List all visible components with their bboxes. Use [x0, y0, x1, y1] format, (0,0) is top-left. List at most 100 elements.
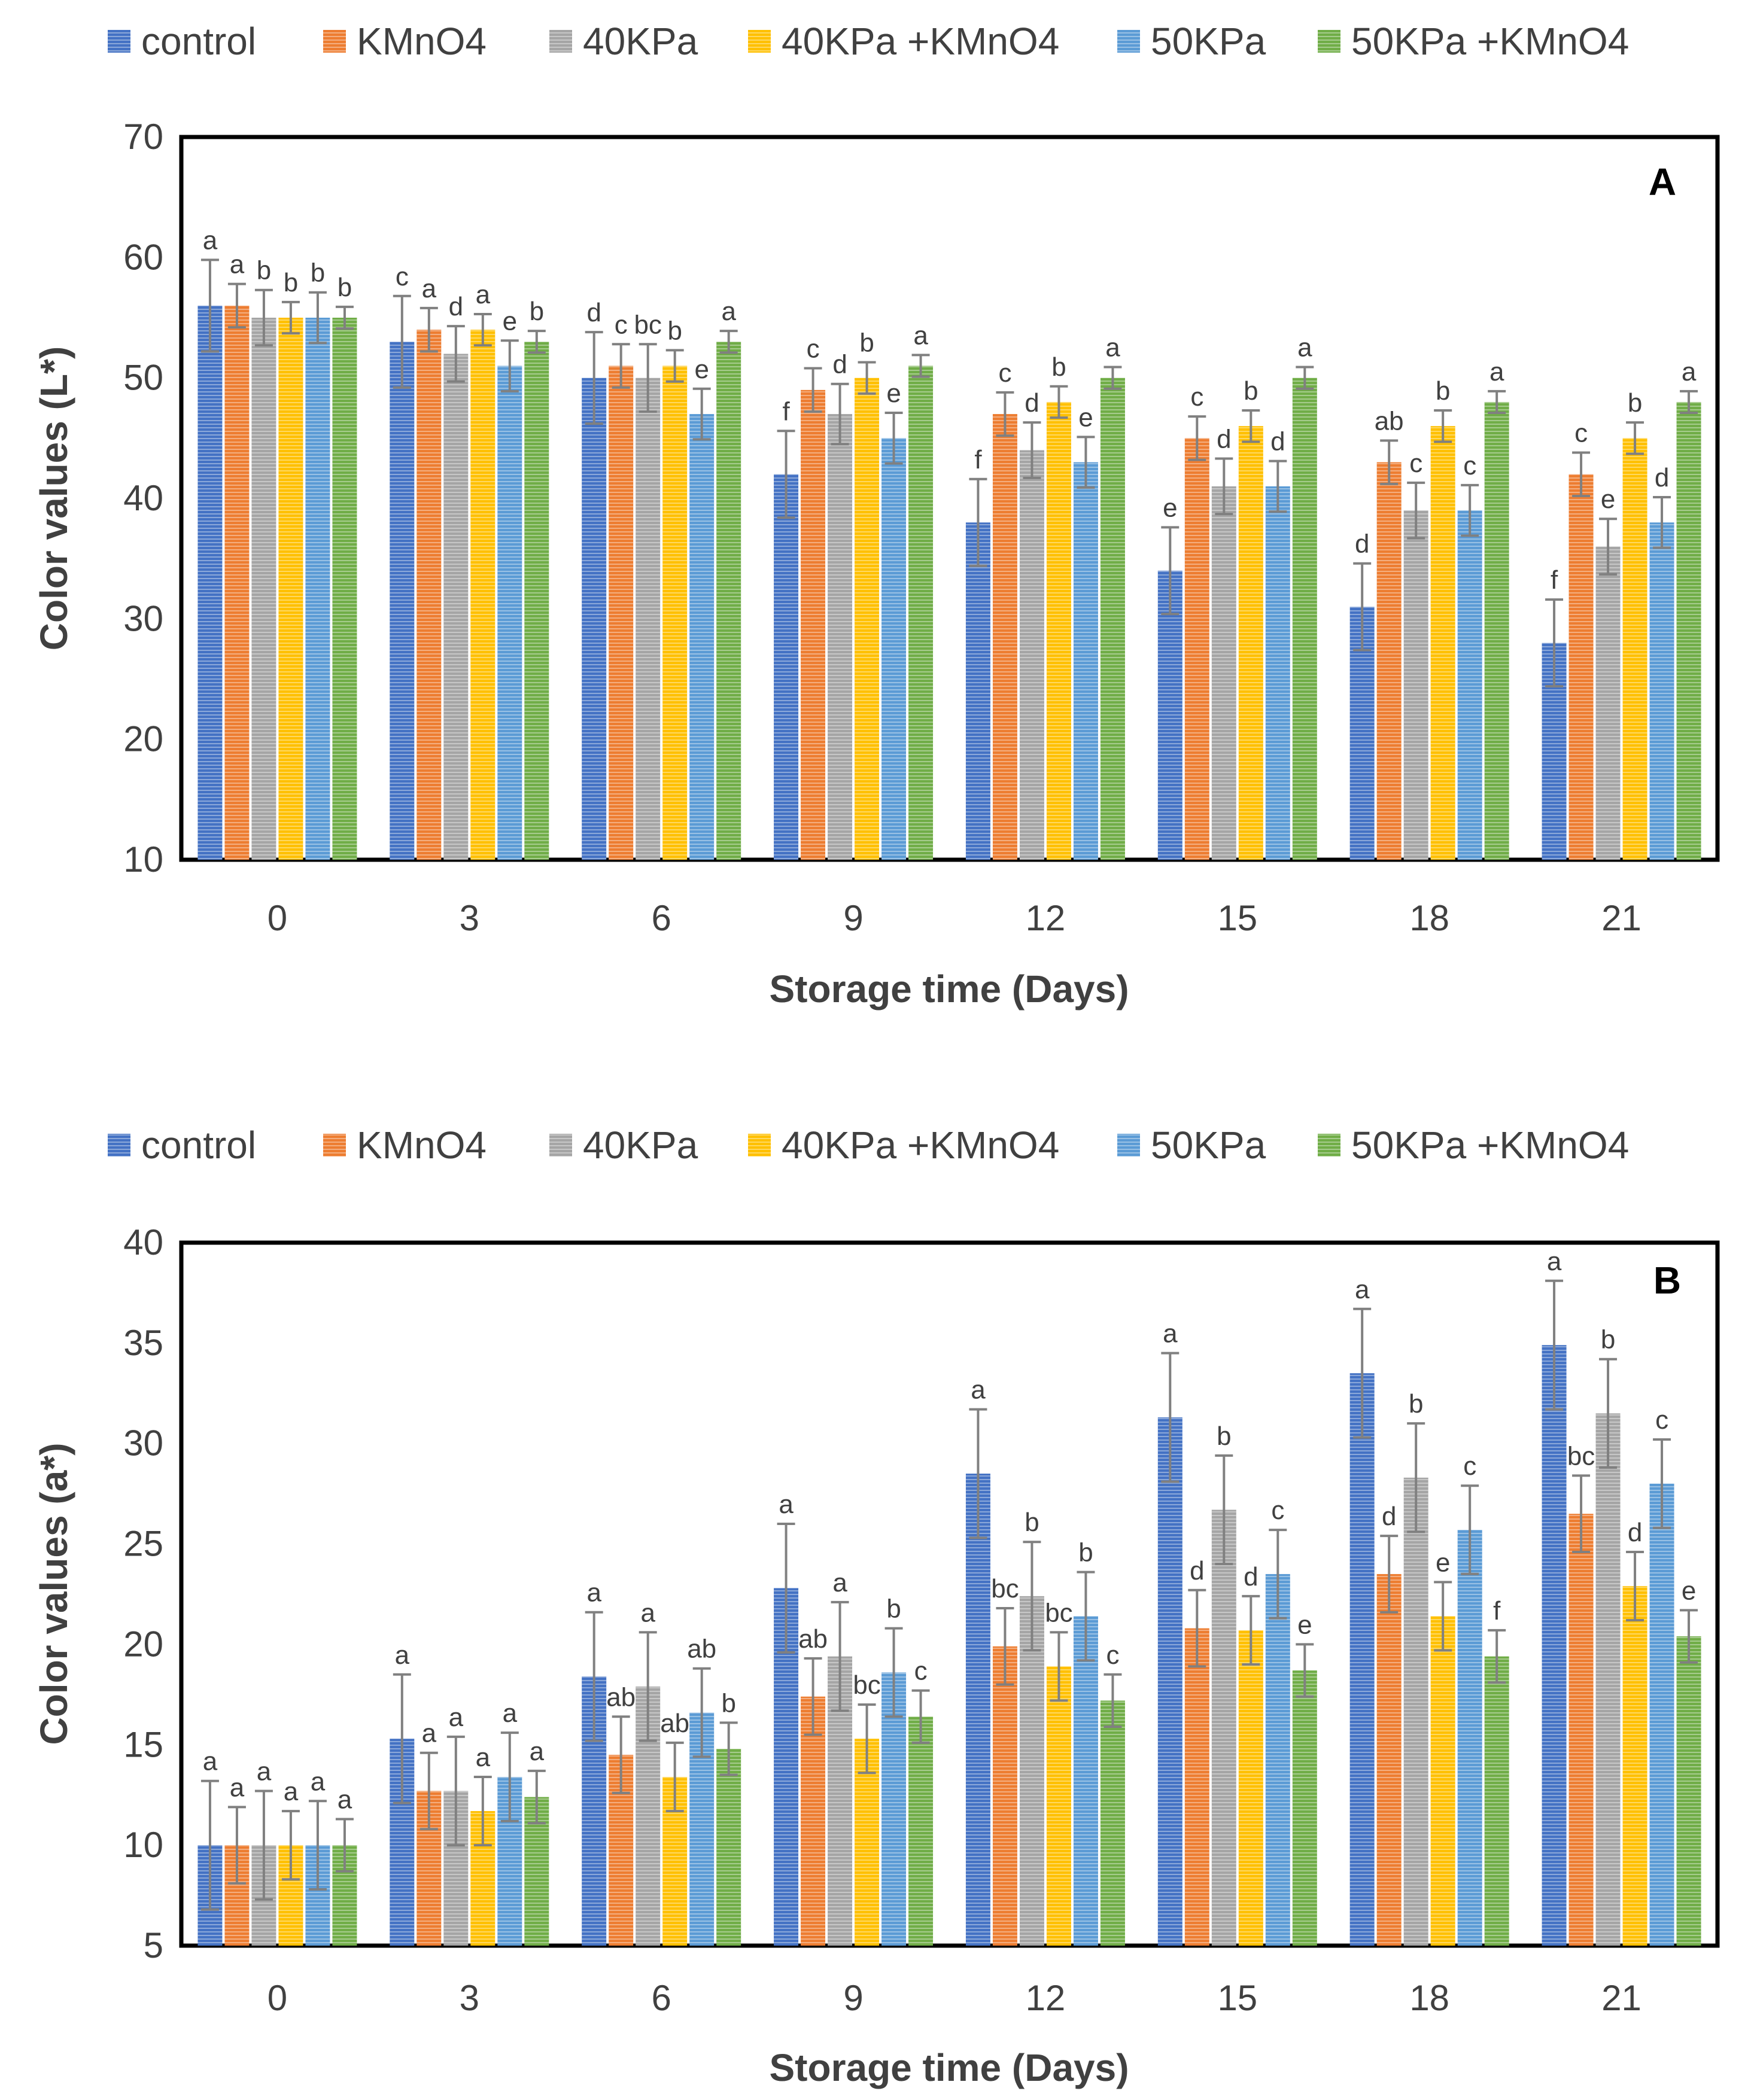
legend-item: 50KPa [1117, 20, 1266, 63]
significance-letter: ab [1375, 406, 1404, 436]
x-tick-label: 9 [843, 898, 863, 938]
significance-letter: d [586, 298, 601, 327]
legend-label: 40KPa [583, 1124, 698, 1167]
legend-label: 50KPa [1151, 1124, 1266, 1167]
significance-letter: d [1628, 1518, 1642, 1547]
bar-texture [636, 378, 661, 860]
significance-letter: a [203, 1747, 218, 1776]
significance-letter: d [449, 292, 463, 321]
significance-letter: a [476, 1743, 491, 1772]
significance-letter: a [203, 226, 218, 255]
y-axis-title: Color values (L*) [32, 346, 75, 651]
significance-letter: d [1190, 1556, 1204, 1585]
x-tick-label: 9 [843, 1978, 863, 2018]
bar-texture [1676, 401, 1701, 860]
significance-letter: e [1601, 485, 1615, 514]
bar-texture [1484, 401, 1509, 860]
bar-texture [443, 354, 469, 860]
x-tick-label: 18 [1409, 1978, 1449, 2018]
x-tick-label: 18 [1409, 898, 1449, 938]
legend-swatch-texture [1318, 1134, 1340, 1156]
bar-texture [1019, 450, 1044, 860]
y-axis-ticks: 10 20 30 40 50 60 70 [123, 117, 163, 879]
significance-letter: c [1106, 1641, 1119, 1670]
significance-letter: e [694, 355, 709, 384]
chart-panel-a: control KMnO4 40KPa 40KPa +KMnO4 50KPa 50KPa … [32, 20, 1720, 1011]
bar-texture [1457, 1530, 1482, 1946]
y-tick-label: 20 [123, 1624, 163, 1664]
legend-label: 50KPa +KMnO4 [1351, 20, 1629, 63]
significance-letter: a [586, 1578, 601, 1608]
bar-texture [1046, 1666, 1071, 1946]
significance-letter: a [257, 1757, 272, 1786]
legend-label: KMnO4 [357, 1124, 487, 1167]
significance-letter: d [1244, 1562, 1258, 1591]
significance-letter: d [1270, 427, 1285, 456]
significance-letter: a [449, 1703, 464, 1732]
significance-letter: d [832, 350, 847, 379]
bar-texture [1100, 1700, 1125, 1946]
bar-texture [1019, 1596, 1044, 1946]
bar-texture [1211, 1509, 1236, 1946]
bar-texture [582, 378, 607, 860]
x-tick-label: 15 [1217, 1978, 1257, 2018]
y-axis-title: Color values (a*) [32, 1442, 75, 1745]
significance-letter: e [1682, 1576, 1696, 1605]
significance-letter: b [1051, 352, 1066, 382]
bar-texture [524, 342, 549, 860]
significance-letter: bc [991, 1574, 1019, 1603]
significance-letter: a [640, 1598, 655, 1627]
bar-texture [1542, 1345, 1567, 1946]
significance-letter: ab [687, 1635, 716, 1664]
significance-letter: b [1244, 376, 1258, 406]
legend-item: 40KPa [549, 1124, 698, 1167]
legend-item: control [108, 1124, 256, 1167]
bar-texture [224, 305, 250, 860]
significance-letter: f [1493, 1596, 1501, 1626]
significance-letter: c [615, 310, 628, 339]
bar-texture [908, 1716, 934, 1946]
significance-letter: b [859, 328, 874, 357]
bar-texture [305, 318, 330, 860]
x-tick-label: 12 [1026, 898, 1066, 938]
bar-texture [716, 1749, 741, 1946]
bar-texture [1292, 1670, 1317, 1946]
bar-texture [1238, 426, 1263, 860]
bar-texture [390, 342, 415, 860]
significance-letter: b [311, 258, 325, 288]
significance-letter: d [1025, 388, 1039, 418]
legend-swatch-texture [108, 1134, 130, 1156]
y-tick-label: 35 [123, 1323, 163, 1363]
significance-letter: bc [634, 310, 661, 339]
y-tick-label: 30 [123, 1423, 163, 1463]
x-axis-ticks: 0 3 6 9 12 15 18 21 [267, 898, 1641, 938]
legend-swatch-texture [1318, 30, 1340, 53]
bar-texture [774, 474, 799, 860]
bar-texture [965, 522, 990, 860]
significance-letter: b [1078, 1538, 1093, 1568]
bar-texture [801, 1696, 826, 1946]
significance-letter: a [476, 280, 491, 309]
bar-texture [801, 389, 826, 860]
legend-swatch-texture [323, 30, 346, 53]
significance-letter: e [1436, 1548, 1450, 1577]
y-tick-label: 40 [123, 1222, 163, 1262]
bar-texture [1430, 1616, 1455, 1946]
significance-letter: b [886, 1594, 901, 1624]
bar-texture [1184, 438, 1209, 860]
bar-texture [1376, 462, 1402, 860]
legend-swatch-texture [1117, 30, 1140, 53]
significance-letter: e [1297, 1610, 1312, 1639]
legend-label: 50KPa [1151, 20, 1266, 63]
bar-texture [965, 1474, 990, 1946]
x-axis-ticks: 0 3 6 9 12 15 18 21 [267, 1978, 1641, 2018]
legend-item: 50KPa +KMnO4 [1318, 20, 1629, 63]
legend-swatch-texture [323, 1134, 346, 1156]
chart-panel-b: control KMnO4 40KPa 40KPa +KMnO4 50KPa 50KPa … [32, 1124, 1720, 2089]
significance-letter: f [1551, 565, 1558, 595]
significance-letter: f [782, 397, 790, 426]
significance-letter: a [1489, 357, 1504, 386]
significance-letter: a [1163, 1319, 1178, 1349]
bar-texture [1073, 462, 1098, 860]
